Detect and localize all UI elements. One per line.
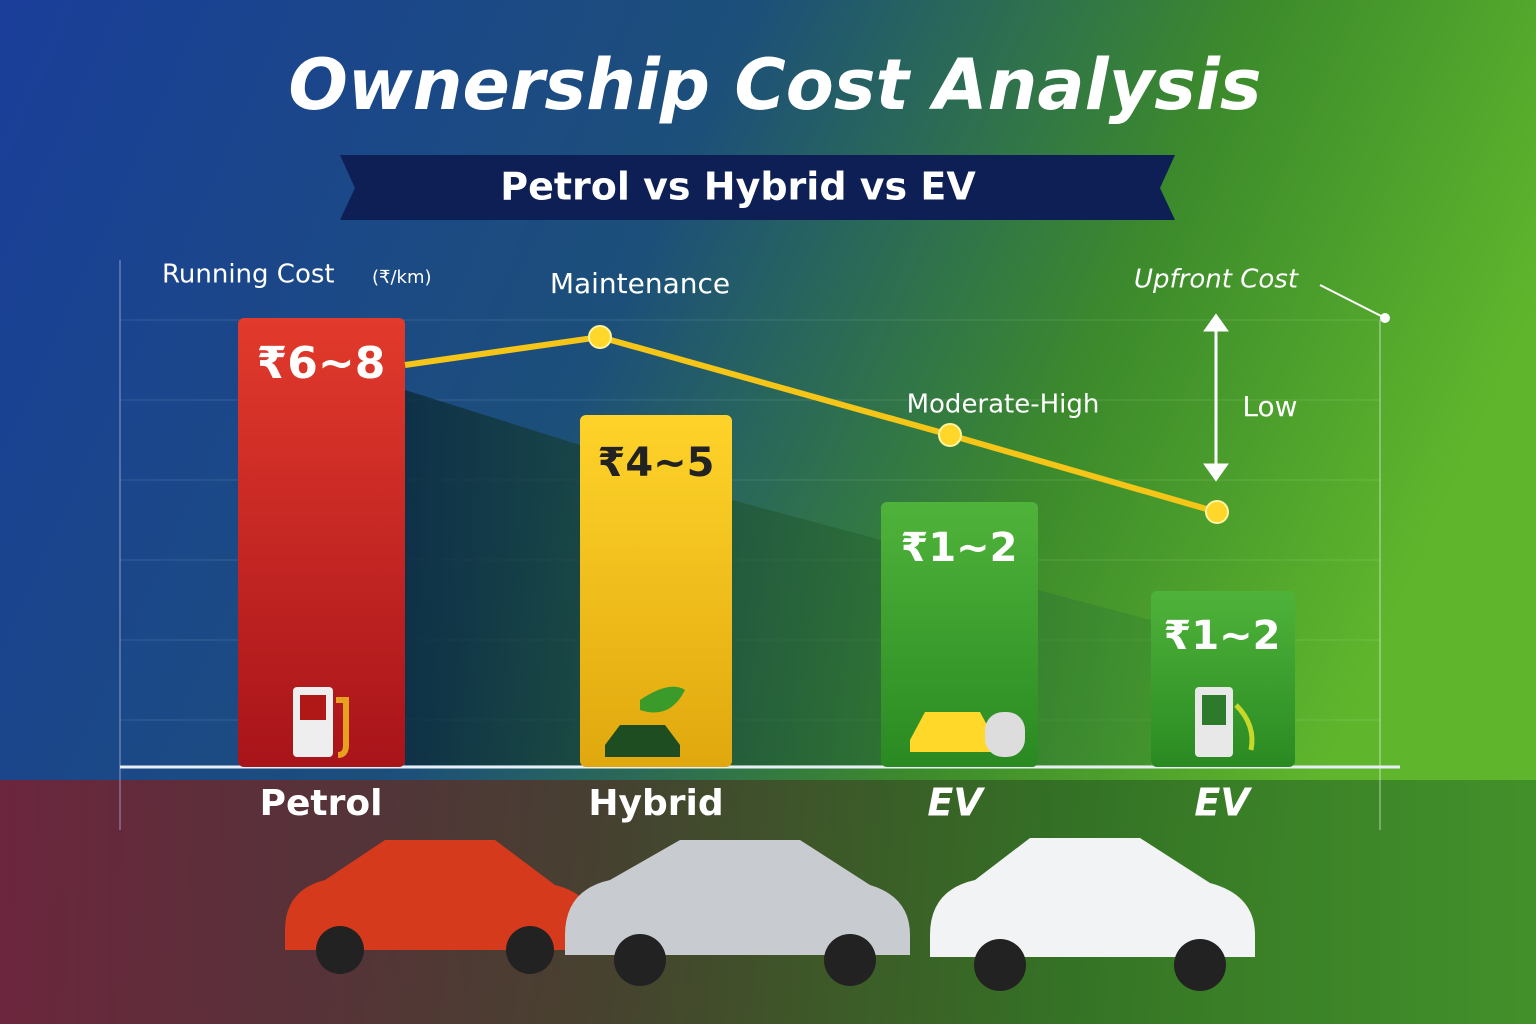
cars (285, 838, 1255, 991)
bar-label: ₹1~2 (1163, 613, 1280, 659)
category-label: Petrol (260, 783, 383, 824)
bar (1151, 591, 1295, 767)
bar-label: ₹1~2 (900, 525, 1017, 571)
category-label: EV (1194, 781, 1252, 825)
category-label: Hybrid (588, 783, 723, 824)
bar (580, 415, 732, 767)
bar (238, 318, 405, 767)
connector (1319, 284, 1386, 319)
trend-points (588, 325, 1229, 524)
annotation: Running Cost (162, 260, 335, 290)
bar-label: ₹6~8 (257, 338, 386, 389)
title: Ownership Cost Analysis (288, 44, 1261, 126)
category-label: EV (927, 781, 985, 825)
subtitle-banner (340, 155, 1175, 220)
annotation: Maintenance (550, 267, 730, 300)
subtitle: Petrol vs Hybrid vs EV (500, 165, 976, 209)
dot (1380, 313, 1390, 323)
bars (238, 318, 1295, 767)
annotation: Low (1242, 390, 1297, 423)
bar (881, 502, 1038, 767)
icons (293, 686, 1255, 758)
annotation: Moderate-High (907, 390, 1100, 420)
annotation: (₹/km) (372, 267, 432, 288)
annotation: Upfront Cost (1134, 265, 1299, 295)
bar-label: ₹4~5 (597, 440, 714, 486)
range-arrow (1203, 313, 1229, 482)
trend-line (404, 333, 1218, 515)
